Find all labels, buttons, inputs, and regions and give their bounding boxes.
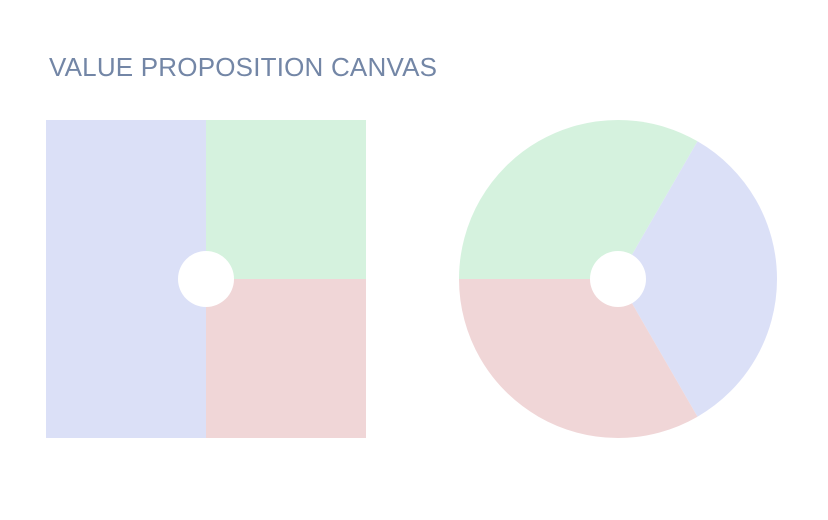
pain-relievers-segment [206, 279, 366, 438]
customer-profile-center-hole [590, 251, 646, 307]
pains-segment [459, 279, 698, 439]
page-title: VALUE PROPOSITION CANVAS [49, 52, 438, 82]
gain-creators-segment [206, 120, 366, 279]
value-map-square [46, 120, 366, 438]
value-map-center-hole [178, 251, 234, 307]
gains-segment [459, 119, 698, 279]
customer-jobs-segment [618, 141, 778, 417]
customer-profile-circle [459, 119, 778, 439]
